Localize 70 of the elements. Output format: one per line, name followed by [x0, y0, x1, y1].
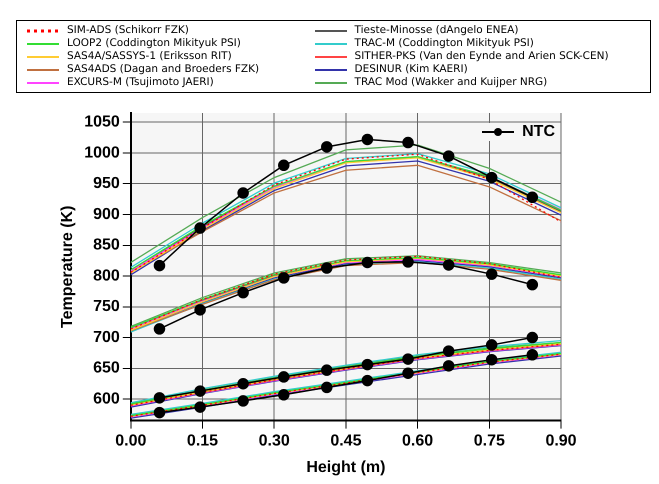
x-tick-label: 0.00 [115, 432, 146, 450]
point [194, 222, 206, 234]
point [237, 378, 249, 390]
point [237, 286, 249, 298]
point [278, 389, 290, 401]
point [237, 187, 249, 199]
point [154, 392, 166, 404]
point [442, 360, 454, 372]
point [486, 354, 498, 366]
point [402, 353, 414, 365]
legend-label: NTC [522, 123, 555, 141]
point [486, 339, 498, 351]
x-axis-title: Height (m) [306, 458, 386, 476]
point [194, 304, 206, 316]
point [194, 401, 206, 413]
y-tick-label: 650 [93, 360, 120, 377]
y-tick-label: 1050 [84, 114, 120, 131]
legend-label: EXCURS-M (Tsujimoto JAERI) [67, 76, 214, 89]
point [362, 374, 374, 386]
y-axis-title: Temperature (K) [59, 206, 76, 328]
point [321, 141, 333, 153]
point [278, 371, 290, 383]
legend-label: SIM-ADS (Schikorr FZK) [67, 24, 189, 37]
y-tick-label: 600 [93, 390, 120, 408]
y-tick-label: 950 [93, 175, 120, 192]
y-tick-label: 800 [93, 267, 120, 284]
point [442, 150, 454, 162]
x-tick-label: 0.60 [402, 432, 434, 450]
point [321, 364, 333, 376]
point [486, 172, 498, 184]
x-tick-label: 0.45 [330, 432, 362, 450]
point [402, 367, 414, 379]
legend-label: SAS4ADS (Dagan and Broeders FZK) [67, 63, 260, 76]
point [194, 385, 206, 397]
point [526, 332, 538, 344]
point [321, 382, 333, 394]
x-tick-label: 0.90 [545, 432, 577, 450]
x-tick-label: 0.30 [258, 432, 290, 450]
legend-label: TRAC Mod (Wakker and Kuijper NRG) [354, 76, 548, 89]
point [442, 259, 454, 271]
point [526, 192, 538, 204]
point [154, 406, 166, 418]
point [526, 278, 538, 290]
point [278, 272, 290, 284]
legend-label: SAS4A/SASSYS-1 (Eriksson RIT) [67, 50, 232, 63]
point [362, 358, 374, 370]
legend-label: LOOP2 (Coddington Mikityuk PSI) [67, 37, 241, 50]
x-tick-label: 0.15 [186, 432, 218, 450]
y-tick-label: 1000 [84, 144, 120, 162]
legend-label: SITHER-PKS (Van den Eynde and Arien SCK-CEN) [354, 50, 609, 63]
y-tick-label: 850 [93, 236, 120, 254]
y-tick-label: 900 [93, 206, 120, 223]
point [486, 268, 498, 280]
point [154, 260, 166, 272]
point [442, 345, 454, 357]
point [237, 395, 249, 407]
point [154, 323, 166, 335]
legend-label: DESINUR (Kim KAERI) [354, 63, 468, 76]
y-tick-label: 750 [93, 298, 120, 316]
point [362, 134, 374, 146]
y-tick-label: 700 [93, 328, 120, 346]
point [362, 256, 374, 268]
point [278, 160, 290, 172]
point [526, 349, 538, 361]
point [402, 136, 414, 148]
x-tick-label: 0.75 [474, 432, 505, 450]
point [321, 262, 333, 274]
point [402, 256, 414, 268]
legend-label: TRAC-M (Coddington Mikityuk PSI) [354, 37, 534, 50]
legend-label: Tieste-Minosse (dAngelo ENEA) [354, 24, 518, 37]
